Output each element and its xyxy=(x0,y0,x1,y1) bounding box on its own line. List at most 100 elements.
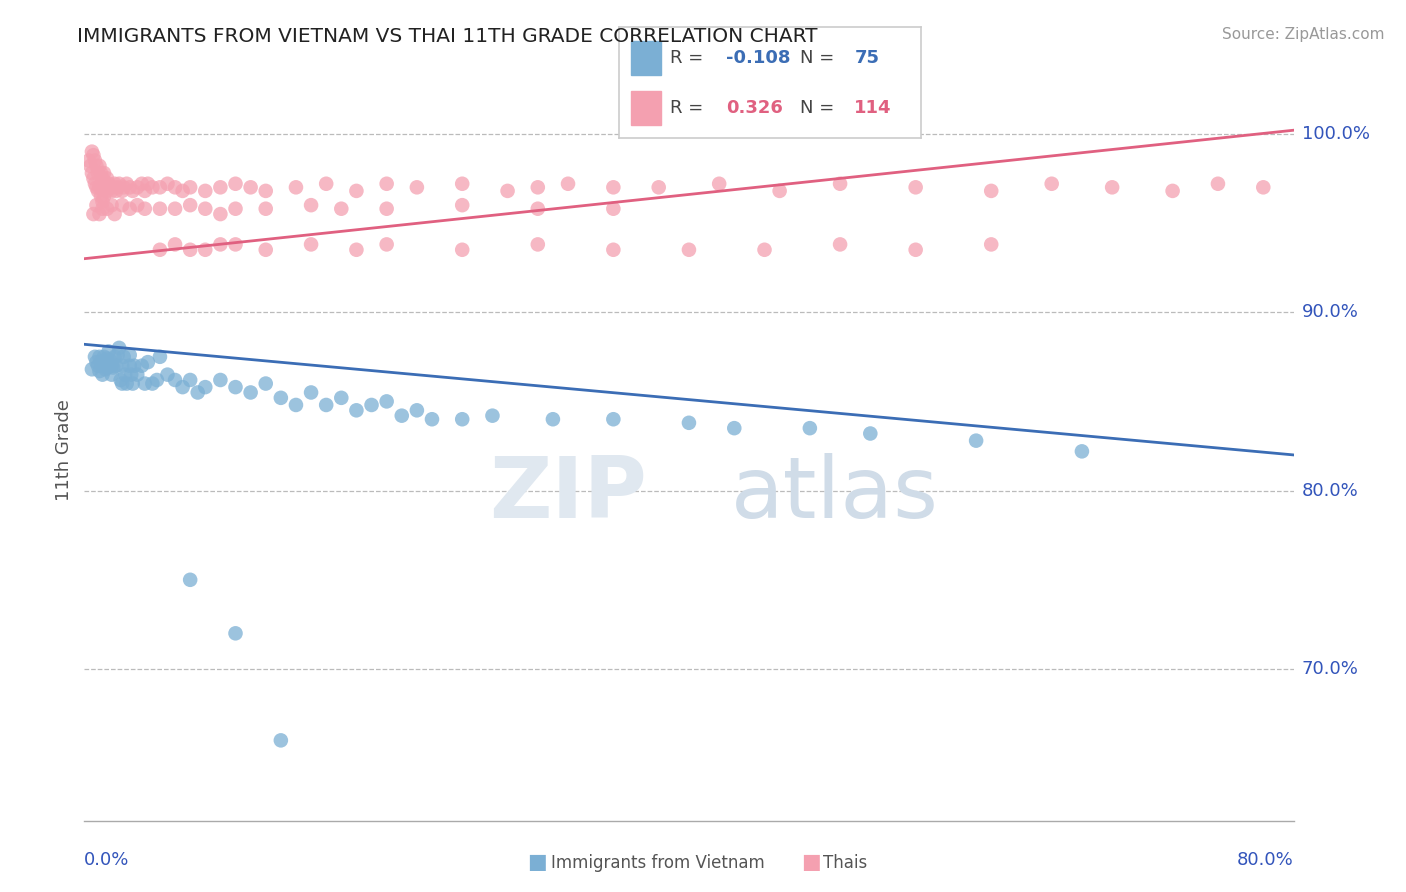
Point xyxy=(830,177,852,191)
Point xyxy=(285,180,308,194)
Point xyxy=(98,180,121,194)
Point xyxy=(225,237,247,252)
Point xyxy=(97,177,120,191)
Point xyxy=(346,403,368,417)
Point xyxy=(149,243,172,257)
Point xyxy=(141,180,163,194)
Point xyxy=(330,202,353,216)
Point xyxy=(754,243,776,257)
Point xyxy=(127,368,149,382)
Text: N =: N = xyxy=(800,99,839,117)
Text: 90.0%: 90.0% xyxy=(1302,303,1358,321)
Point xyxy=(165,373,187,387)
Point xyxy=(602,180,624,194)
Point xyxy=(904,243,927,257)
Text: ZIP: ZIP xyxy=(489,453,647,536)
Point xyxy=(131,359,153,373)
Point xyxy=(496,184,519,198)
Point xyxy=(285,398,308,412)
Point xyxy=(165,180,187,194)
Point xyxy=(82,148,104,162)
Point xyxy=(96,171,118,186)
Point xyxy=(96,202,118,216)
Point xyxy=(602,202,624,216)
Point xyxy=(602,412,624,426)
Point xyxy=(557,177,579,191)
Point xyxy=(107,180,129,194)
Point xyxy=(91,368,114,382)
Point xyxy=(980,184,1002,198)
Point xyxy=(375,202,398,216)
Point xyxy=(80,166,103,180)
Point xyxy=(194,243,217,257)
Point xyxy=(136,177,159,191)
Point xyxy=(209,207,232,221)
Point xyxy=(451,243,474,257)
Point xyxy=(375,237,398,252)
Text: ■: ■ xyxy=(801,853,821,872)
Text: Thais: Thais xyxy=(823,855,866,872)
Text: atlas: atlas xyxy=(731,453,939,536)
Point xyxy=(270,391,292,405)
Point xyxy=(118,359,141,373)
Point xyxy=(375,177,398,191)
Point xyxy=(82,171,104,186)
Text: 0.326: 0.326 xyxy=(725,99,783,117)
Point xyxy=(79,159,101,173)
Point xyxy=(1161,184,1184,198)
Point xyxy=(678,243,700,257)
Point xyxy=(451,177,474,191)
Text: 0.0%: 0.0% xyxy=(84,851,129,869)
Point xyxy=(96,351,118,366)
Point xyxy=(451,412,474,426)
Point xyxy=(111,184,134,198)
Point xyxy=(82,207,104,221)
Point xyxy=(527,180,550,194)
Point xyxy=(965,434,987,448)
Point xyxy=(678,416,700,430)
Point xyxy=(156,368,179,382)
Text: R =: R = xyxy=(671,99,709,117)
Bar xyxy=(631,41,661,75)
Text: R =: R = xyxy=(671,49,709,67)
Point xyxy=(1253,180,1275,194)
Point xyxy=(172,184,194,198)
Point xyxy=(187,385,209,400)
Point xyxy=(165,237,187,252)
Point xyxy=(100,359,122,373)
Point xyxy=(1040,177,1063,191)
Point xyxy=(84,153,107,168)
Point xyxy=(209,237,232,252)
Point xyxy=(131,177,153,191)
Point xyxy=(527,202,550,216)
Point xyxy=(91,171,114,186)
Point xyxy=(105,184,128,198)
Y-axis label: 11th Grade: 11th Grade xyxy=(55,400,73,501)
Point xyxy=(225,177,247,191)
Point xyxy=(270,733,292,747)
Point xyxy=(830,237,852,252)
Text: 70.0%: 70.0% xyxy=(1302,660,1358,678)
Point xyxy=(96,184,118,198)
Point xyxy=(346,184,368,198)
Point xyxy=(209,180,232,194)
Point xyxy=(134,202,156,216)
Point xyxy=(104,177,127,191)
Text: 100.0%: 100.0% xyxy=(1302,125,1369,143)
Point xyxy=(120,368,142,382)
Text: IMMIGRANTS FROM VIETNAM VS THAI 11TH GRADE CORRELATION CHART: IMMIGRANTS FROM VIETNAM VS THAI 11TH GRA… xyxy=(77,27,818,45)
Point xyxy=(179,573,201,587)
Point xyxy=(254,184,277,198)
Point xyxy=(101,360,124,375)
Point xyxy=(149,202,172,216)
Point xyxy=(112,350,135,364)
Point xyxy=(406,180,429,194)
Point xyxy=(122,359,145,373)
Point xyxy=(179,198,201,212)
Point xyxy=(1071,444,1094,458)
Text: Source: ZipAtlas.com: Source: ZipAtlas.com xyxy=(1222,27,1385,42)
Point xyxy=(527,237,550,252)
Point xyxy=(104,350,127,364)
Point xyxy=(149,180,172,194)
Point xyxy=(80,145,103,159)
